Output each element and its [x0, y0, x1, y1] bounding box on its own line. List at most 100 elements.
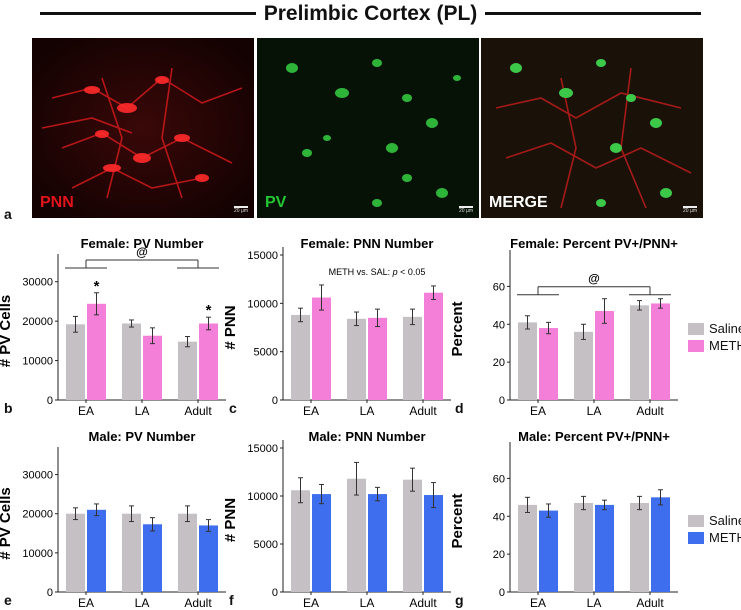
bar [143, 335, 162, 400]
y-axis-label: Percent [449, 493, 466, 548]
bar [630, 305, 649, 400]
y-tick-label: 60 [493, 281, 505, 293]
bar [199, 323, 218, 400]
x-tick-label: LA [360, 404, 375, 418]
bar [539, 510, 558, 592]
y-tick-label: 40 [493, 319, 505, 331]
y-tick-label: 20 [493, 549, 505, 561]
bar [574, 503, 593, 592]
micrograph-pnn-image [32, 38, 254, 218]
micrograph-pv-image [257, 38, 479, 218]
bar [66, 324, 85, 400]
x-tick-label: EA [303, 404, 319, 418]
y-tick-label: 30000 [22, 470, 53, 482]
bar [122, 323, 141, 400]
bar [347, 318, 366, 400]
scale-bar [683, 206, 697, 208]
x-tick-label: Adult [636, 404, 664, 418]
bar [574, 331, 593, 400]
legend-item: METH [688, 337, 741, 354]
bar [368, 494, 387, 592]
significance-star: * [206, 302, 212, 319]
x-tick-label: Adult [409, 596, 437, 610]
bar [312, 297, 331, 400]
y-tick-label: 0 [499, 587, 505, 599]
y-tick-label: 60 [493, 473, 505, 485]
legend-label: METH [709, 530, 741, 545]
bar [403, 316, 422, 400]
bar [312, 494, 331, 592]
micrograph-merge-image [481, 38, 703, 218]
y-axis-label: # PNN [222, 305, 239, 349]
x-tick-label: Adult [636, 596, 664, 610]
bar [368, 317, 387, 400]
annotation-text: METH vs. SAL: p < 0.05 [329, 267, 426, 277]
bar [539, 328, 558, 400]
legend-item: METH [688, 529, 741, 546]
y-axis-label: # PNN [222, 498, 239, 542]
x-tick-label: Adult [184, 596, 212, 610]
bar [518, 504, 537, 592]
chart-title: Male: PV Number [89, 429, 196, 444]
panel-letter-d: d [455, 400, 464, 416]
y-tick-label: 10000 [22, 356, 53, 368]
figure-title-text: Prelimbic Cortex (PL) [255, 2, 486, 25]
bar [87, 509, 106, 592]
legend-female: Saline METH [688, 320, 741, 354]
legend-swatch-meth [688, 339, 704, 352]
significance-star: * [94, 278, 100, 295]
chart-title: Female: PNN Number [301, 236, 434, 251]
x-tick-label: EA [530, 404, 546, 418]
bar [122, 513, 141, 592]
legend-label: METH [709, 338, 741, 353]
x-tick-label: LA [587, 596, 602, 610]
bar [347, 478, 366, 592]
x-tick-label: LA [135, 404, 150, 418]
micrograph-merge: MERGE 20 µm [481, 38, 703, 218]
bar [651, 303, 670, 400]
y-tick-label: 5000 [254, 347, 278, 359]
bar [291, 314, 310, 400]
bracket-label: @ [588, 272, 600, 286]
legend-swatch-saline [688, 322, 704, 335]
bar [291, 490, 310, 592]
micrograph-pnn: PNN 20 µm [32, 38, 254, 218]
panel-letter-a: a [4, 206, 12, 222]
y-tick-label: 5000 [254, 539, 278, 551]
title-rule-right [381, 12, 701, 15]
x-tick-label: LA [135, 596, 150, 610]
bar [630, 503, 649, 592]
bar [178, 513, 197, 592]
x-tick-label: Adult [409, 404, 437, 418]
scale-bar [459, 206, 473, 208]
x-tick-label: EA [530, 596, 546, 610]
bar [424, 495, 443, 592]
chart-title: Female: PV Number [81, 236, 204, 251]
bar [87, 303, 106, 400]
bar [651, 497, 670, 592]
bar [178, 341, 197, 400]
y-tick-label: 0 [272, 395, 278, 407]
bar [403, 479, 422, 592]
y-tick-label: 20000 [22, 316, 53, 328]
bar [424, 292, 443, 400]
x-tick-label: LA [360, 596, 375, 610]
legend-swatch-saline [688, 514, 704, 527]
chart-title: Male: PNN Number [308, 429, 425, 444]
bar [518, 322, 537, 400]
scale-bar [234, 206, 248, 208]
bar [66, 513, 85, 592]
y-tick-label: 15000 [247, 250, 278, 262]
legend-label: Saline [709, 513, 741, 528]
chart-title: Female: Percent PV+/PNN+ [510, 236, 678, 251]
micrograph-pv: PV 20 µm [257, 38, 479, 218]
scale-label: 20 µm [683, 208, 697, 214]
y-tick-label: 10000 [22, 548, 53, 560]
scale-label: 20 µm [234, 208, 248, 214]
y-tick-label: 30000 [22, 277, 53, 289]
y-tick-label: 0 [47, 395, 53, 407]
y-tick-label: 20 [493, 357, 505, 369]
y-axis-label: # PV Cells [0, 295, 14, 368]
scale-label: 20 µm [459, 208, 473, 214]
